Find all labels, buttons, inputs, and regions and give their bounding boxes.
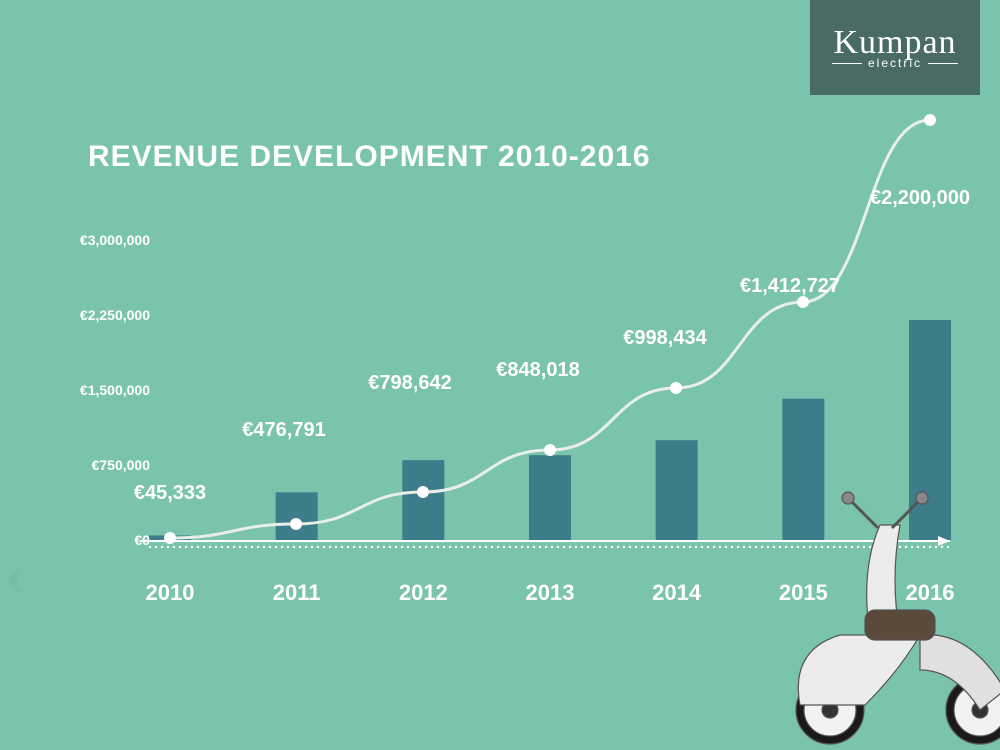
bar bbox=[276, 492, 318, 540]
bar-value-label: €476,791 bbox=[242, 419, 325, 442]
bar-value-label: €1,412,727 bbox=[740, 275, 840, 298]
bar bbox=[782, 399, 824, 540]
x-axis-label: 2014 bbox=[652, 580, 701, 606]
bar-value-label: €998,434 bbox=[623, 327, 706, 350]
bar bbox=[656, 440, 698, 540]
x-axis-label: 2016 bbox=[906, 580, 955, 606]
y-axis-label: €1,500,000 bbox=[50, 382, 150, 398]
bar-value-label: €45,333 bbox=[134, 482, 206, 505]
bar bbox=[529, 455, 571, 540]
brand-subtitle: electric bbox=[868, 56, 922, 70]
bar-value-label: €2,200,000 bbox=[870, 187, 970, 210]
y-axis-label: €2,250,000 bbox=[50, 307, 150, 323]
x-axis-label: 2013 bbox=[526, 580, 575, 606]
y-axis-label: €3,000,000 bbox=[50, 232, 150, 248]
bar bbox=[909, 320, 951, 540]
trend-marker bbox=[670, 382, 682, 394]
trend-marker bbox=[417, 486, 429, 498]
x-axis-label: 2015 bbox=[779, 580, 828, 606]
x-axis-label: 2012 bbox=[399, 580, 448, 606]
y-axis-label: €0 bbox=[50, 532, 150, 548]
trend-marker bbox=[924, 114, 936, 126]
x-axis-label: 2011 bbox=[273, 580, 321, 606]
trend-marker bbox=[544, 444, 556, 456]
trend-marker bbox=[290, 518, 302, 530]
revenue-chart: €0€750,000€1,500,000€2,250,000€3,000,000… bbox=[170, 240, 930, 540]
x-axis-label: 2010 bbox=[146, 580, 195, 606]
brand-logo: Kumpan electric bbox=[810, 0, 980, 95]
prev-arrow[interactable]: ‹ bbox=[6, 541, 26, 610]
slide-title: REVENUE DEVELOPMENT 2010-2016 bbox=[88, 140, 651, 174]
bar-value-label: €798,642 bbox=[368, 372, 451, 395]
trend-marker bbox=[164, 532, 176, 544]
y-axis-label: €750,000 bbox=[50, 457, 150, 473]
bar bbox=[402, 460, 444, 540]
bar-value-label: €848,018 bbox=[496, 359, 579, 382]
brand-name: Kumpan bbox=[833, 26, 956, 60]
slide-canvas: Kumpan electric REVENUE DEVELOPMENT 2010… bbox=[0, 0, 1000, 750]
